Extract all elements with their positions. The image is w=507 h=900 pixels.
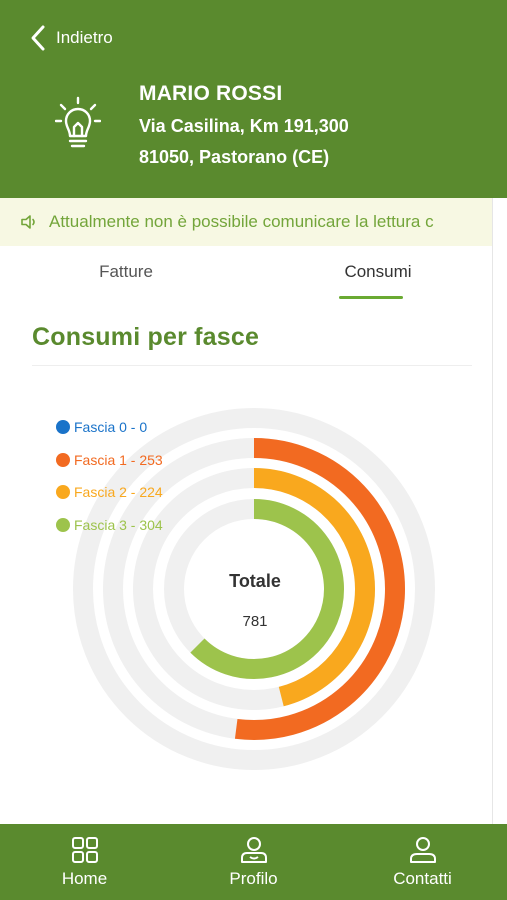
address-line-2: 81050, Pastorano (CE) <box>139 147 330 167</box>
bottom-nav: Home Profilo Contatti <box>0 824 507 900</box>
nav-label: Profilo <box>229 869 278 888</box>
legend-dot <box>56 517 70 532</box>
legend-dot <box>56 485 70 499</box>
series-arc-fascia-1[interactable] <box>234 438 405 740</box>
scrollbar-track[interactable] <box>492 198 507 824</box>
tab-fatture[interactable]: Fatture <box>99 262 153 281</box>
section-title: Consumi per fasce <box>32 323 260 351</box>
nav-contatti[interactable]: Contatti <box>338 824 507 900</box>
lightbulb-icon <box>55 96 101 148</box>
chevron-left-icon <box>31 25 45 51</box>
tab-consumi[interactable]: Consumi <box>344 262 412 281</box>
customer-name: MARIO ROSSI <box>139 82 283 105</box>
back-button[interactable]: Indietro <box>28 23 113 53</box>
legend-label: Fascia 3 - 304 <box>74 516 163 533</box>
grid-icon <box>71 837 98 863</box>
series-arc-fascia-3[interactable] <box>190 499 344 679</box>
nav-home[interactable]: Home <box>0 824 169 900</box>
person-icon <box>409 837 436 863</box>
legend-dot <box>56 452 70 467</box>
legend-item-fascia-0[interactable]: Fascia 0 - 0 <box>56 416 163 438</box>
notice-text: Attualmente non è possibile comunicare l… <box>49 212 434 231</box>
legend-label: Fascia 2 - 224 <box>74 484 163 500</box>
ring-track <box>73 408 435 770</box>
profile-icon <box>240 837 267 863</box>
speaker-icon <box>21 215 35 229</box>
legend-item-fascia-2[interactable]: Fascia 2 - 224 <box>56 481 163 503</box>
legend-item-fascia-1[interactable]: Fascia 1 - 253 <box>56 449 163 471</box>
section-divider <box>32 365 472 366</box>
active-tab-indicator <box>339 296 403 299</box>
notice-banner: Attualmente non è possibile comunicare l… <box>0 198 492 246</box>
legend-label: Fascia 1 - 253 <box>74 451 163 468</box>
legend-item-fascia-3[interactable]: Fascia 3 - 304 <box>56 514 163 536</box>
total-label: Totale <box>229 571 281 591</box>
legend-dot <box>56 420 70 434</box>
address-line-1: Via Casilina, Km 191,300 <box>139 116 349 136</box>
consumption-radial-chart <box>73 408 435 770</box>
chart-legend: Fascia 0 - 0 Fascia 1 - 253 Fascia 2 - 2… <box>56 416 163 546</box>
series-arc-fascia-2[interactable] <box>253 468 375 707</box>
legend-label: Fascia 0 - 0 <box>74 419 148 435</box>
total-value: 781 <box>242 613 268 630</box>
nav-profilo[interactable]: Profilo <box>169 824 338 900</box>
nav-label: Contatti <box>393 869 452 888</box>
customer-info: MARIO ROSSI Via Casilina, Km 191,300 810… <box>139 82 349 168</box>
header: Indietro MARIO ROSSI Via Casilina, Km 19… <box>0 0 507 198</box>
back-label: Indietro <box>56 28 113 47</box>
nav-label: Home <box>61 869 108 888</box>
